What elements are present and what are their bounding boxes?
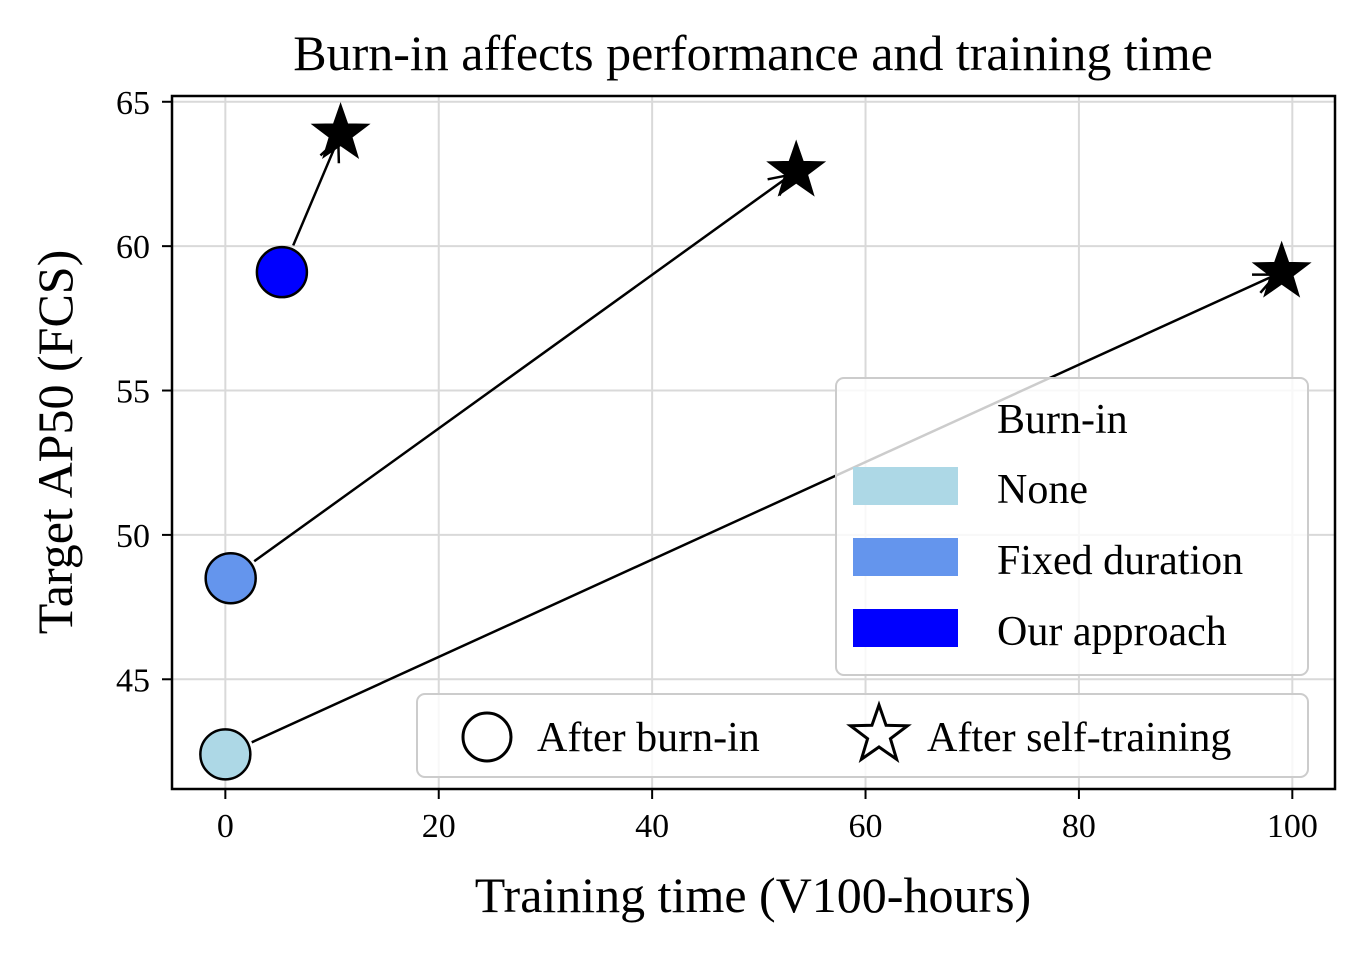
point-after-self-training-none [1251, 240, 1312, 298]
point-after-self-training-fixed-duration [766, 139, 827, 197]
x-tick-label: 20 [422, 808, 456, 845]
x-tick-label: 40 [635, 808, 669, 845]
y-axis: 45 50 55 60 65 [116, 85, 172, 699]
point-after-self-training-our-approach [310, 102, 371, 160]
legend-burn-in-frame [835, 377, 1309, 676]
chart-title: Burn-in affects performance and training… [293, 25, 1213, 81]
arrow-fixed-duration [253, 173, 793, 563]
legend-label-after-burn-in: After burn-in [537, 715, 760, 761]
legend-burn-in-title: Burn-in [997, 397, 1128, 443]
point-after-burn-in-none [199, 728, 252, 781]
legend-swatch-fixed-duration [853, 538, 958, 576]
legend-label-after-self-training: After self-training [927, 715, 1231, 761]
legend-swatch-our-approach [853, 609, 958, 647]
x-tick-label: 80 [1062, 808, 1096, 845]
markers [199, 102, 1312, 781]
arrow-our-approach [292, 138, 340, 246]
legend-burn-in: Burn-in None Fixed duration Our approach [835, 377, 1309, 676]
legend-markers: After burn-in After self-training [416, 693, 1309, 778]
y-tick-label: 60 [116, 229, 150, 266]
plot-frame [170, 94, 1337, 791]
x-tick-label: 0 [217, 808, 234, 845]
x-tick-label: 60 [849, 808, 883, 845]
x-axis: 0 20 40 60 80 100 [217, 789, 1318, 845]
x-tick-label: 100 [1267, 808, 1318, 845]
y-axis-label: Target AP50 (FCS) [27, 250, 83, 635]
legend-swatch-none [853, 467, 958, 505]
point-after-burn-in-our-approach [255, 245, 309, 299]
circle-icon [461, 711, 513, 763]
y-tick-label: 65 [116, 85, 150, 122]
star-icon [846, 700, 912, 763]
legend-label-fixed-duration: Fixed duration [997, 538, 1243, 584]
y-tick-label: 55 [116, 374, 150, 411]
point-after-burn-in-fixed-duration [204, 551, 257, 605]
arrow-none [251, 273, 1277, 744]
y-tick-label: 50 [116, 518, 150, 555]
legend-label-our-approach: Our approach [997, 609, 1227, 655]
x-axis-label: Training time (V100-hours) [475, 867, 1031, 923]
legend-label-none: None [997, 467, 1088, 513]
y-tick-label: 45 [116, 662, 150, 699]
